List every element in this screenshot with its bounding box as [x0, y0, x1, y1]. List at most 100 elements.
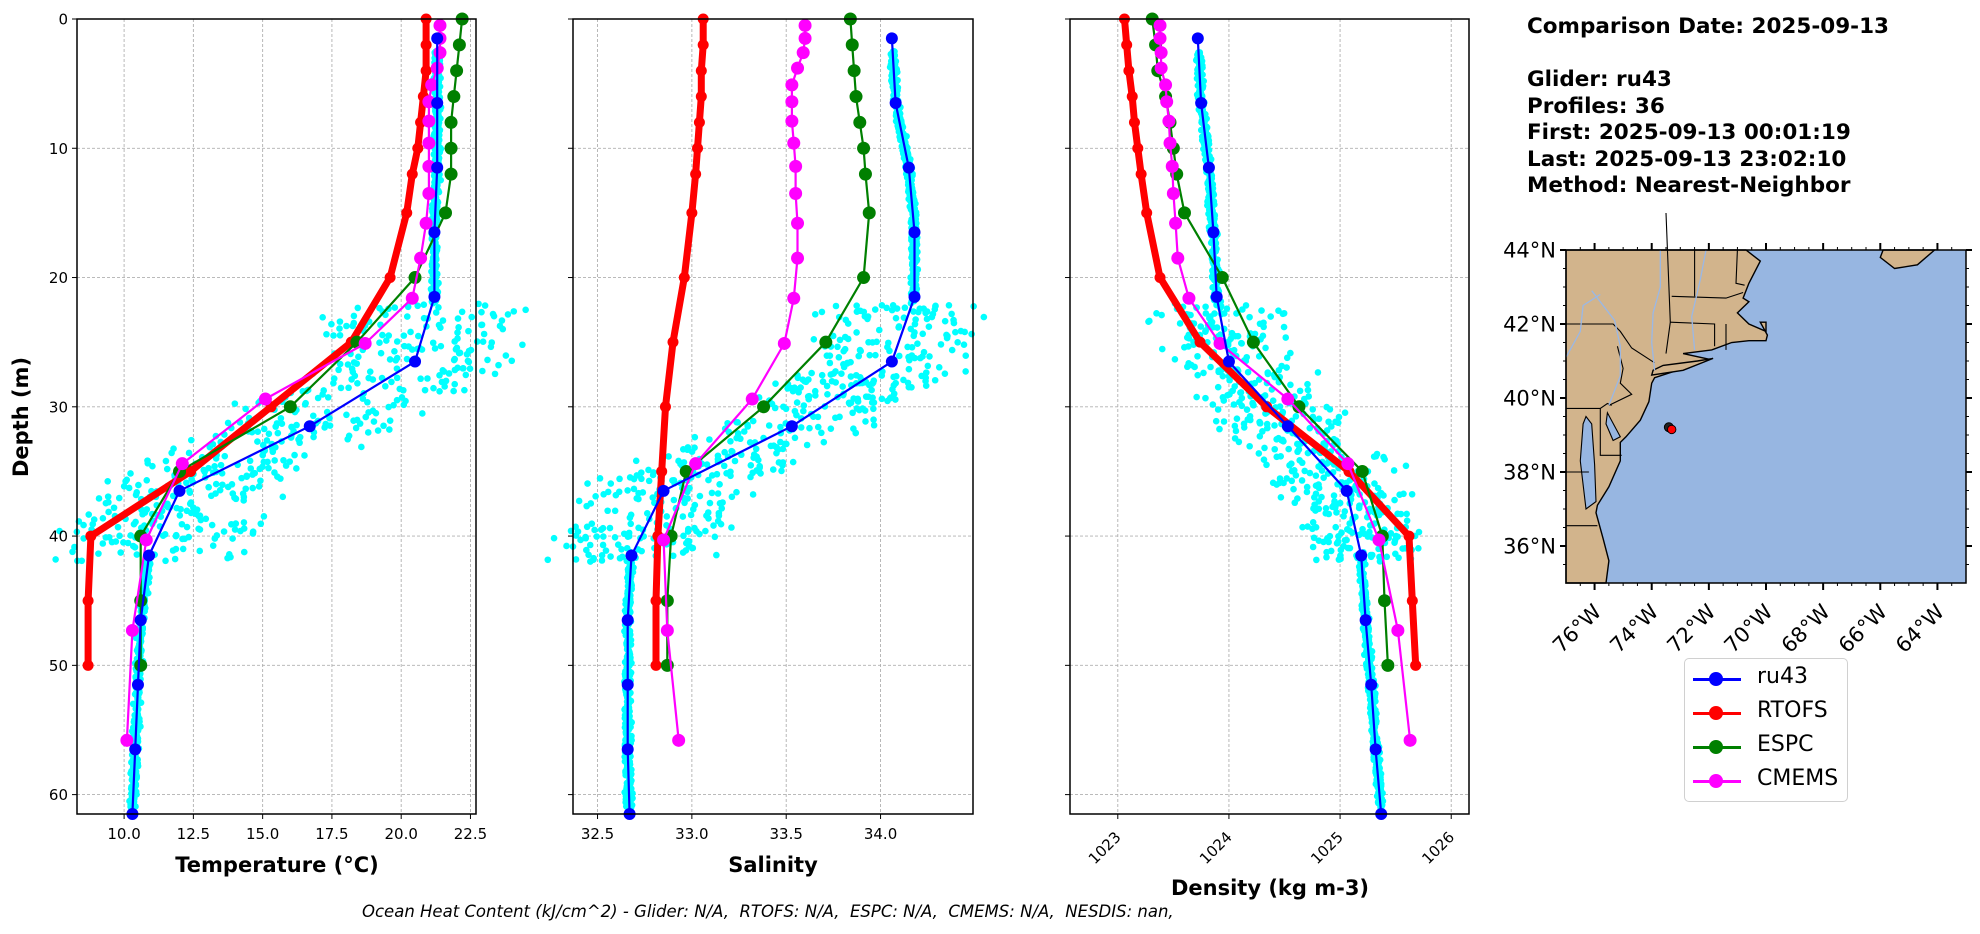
salinity-glider-point: [852, 371, 860, 379]
map-lat-label: 36°N: [1503, 535, 1556, 559]
density-cmems-point: [1154, 61, 1168, 75]
density-glider-point: [1399, 545, 1406, 552]
density-rtofs-point: [1123, 65, 1135, 77]
temperature-xtick-label: 12.5: [177, 825, 210, 843]
temperature-glider-point: [188, 475, 195, 483]
salinity-glider-point: [626, 474, 634, 481]
salinity-glider-point: [680, 532, 687, 540]
temperature-glider-point: [481, 302, 489, 309]
temperature-glider-point: [240, 493, 248, 501]
temperature-glider-point: [110, 504, 118, 512]
profile-count: Profiles: 36: [1527, 93, 1665, 119]
temperature-glider-point: [105, 498, 112, 506]
temperature-glider-point: [179, 545, 187, 553]
temperature-cmems-point: [139, 533, 153, 547]
salinity-glider-point: [604, 507, 611, 515]
density-glider-point: [1331, 504, 1339, 511]
density-glider-point: [1269, 397, 1277, 405]
temperature-series: [82, 12, 469, 820]
salinity-glider-point: [926, 353, 933, 360]
salinity-glider-point: [852, 429, 860, 437]
temperature-glider-point: [80, 521, 87, 529]
temperature-glider-point: [211, 463, 218, 470]
salinity-glider-point: [784, 385, 791, 392]
salinity-glider-point: [593, 533, 601, 540]
temperature-glider-point: [254, 438, 261, 445]
temperature-glider-point: [255, 483, 263, 490]
temperature-glider-point: [435, 321, 443, 329]
temperature-glider-point: [499, 325, 507, 333]
density-ru43-point: [1359, 614, 1372, 627]
depth-ytick-label: 60: [49, 786, 68, 804]
salinity-ru43-point: [889, 97, 902, 110]
density-glider-point: [1237, 389, 1244, 397]
density-espc-point: [1378, 594, 1392, 608]
temperature-glider-point: [224, 419, 232, 427]
temperature-glider-point: [407, 328, 414, 336]
salinity-glider-point: [912, 316, 919, 323]
temperature-glider-point: [450, 387, 457, 395]
salinity-glider-point: [872, 351, 879, 359]
temperature-glider-point: [228, 481, 236, 488]
temperature-xtick-label: 22.5: [454, 825, 487, 843]
temperature-glider-point: [202, 515, 210, 523]
salinity-glider-point: [728, 493, 736, 501]
density-espc-point: [1177, 206, 1191, 220]
salinity-glider-point: [598, 552, 606, 559]
temperature-glider-point: [336, 360, 344, 368]
density-glider-point: [1309, 543, 1317, 551]
salinity-ru43-point: [657, 484, 670, 497]
info-block: Comparison Date: 2025-09-13 Glider: ru43 P…: [1527, 14, 1889, 200]
temperature-glider-point: [69, 548, 76, 556]
density-glider-point: [1341, 508, 1349, 515]
salinity-glider-point: [905, 365, 913, 373]
salinity-glider-point: [627, 511, 635, 519]
temperature-glider-point: [240, 519, 248, 526]
temperature-glider-point: [454, 335, 461, 342]
first-profile-time: First: 2025-09-13 00:01:19: [1527, 120, 1851, 145]
density-glider-point: [1145, 318, 1152, 325]
salinity-espc-point: [862, 206, 876, 220]
map-lat-label: 42°N: [1503, 313, 1556, 337]
salinity-xtick-label: 32.5: [581, 825, 614, 843]
temperature-glider-point: [240, 525, 248, 532]
salinity-cmems-point: [789, 187, 803, 201]
temperature-glider-point: [374, 427, 382, 434]
density-glider-point: [1181, 344, 1188, 351]
salinity-glider-point: [868, 399, 876, 406]
temperature-glider-point: [102, 534, 110, 541]
depth-ylabel: Depth (m): [9, 357, 33, 477]
density-ru43-point: [1202, 161, 1215, 174]
temperature-glider-point: [320, 387, 328, 394]
temperature-glider-point: [260, 425, 268, 433]
density-ru43-point: [1210, 290, 1223, 303]
density-glider-point: [1224, 391, 1231, 399]
temperature-ru43-point: [143, 549, 156, 562]
salinity-glider-point: [895, 324, 902, 331]
temperature-rtofs-point: [185, 465, 197, 477]
density-glider-point: [1373, 450, 1381, 458]
legend-label-espc: ESPC: [1757, 732, 1814, 757]
temperature-ru43-line: [131, 38, 439, 815]
temperature-glider-point: [120, 539, 127, 546]
density-glider-point: [1383, 553, 1391, 561]
temperature-glider-point: [132, 491, 140, 499]
temperature-glider-point: [336, 325, 343, 332]
temperature-glider-point: [393, 354, 401, 362]
salinity-glider-point: [789, 458, 797, 466]
salinity-glider-point: [910, 308, 917, 315]
temperature-glider-point: [169, 547, 177, 554]
temperature-cmems-point: [414, 251, 428, 265]
temperature-glider-point: [247, 465, 255, 472]
density-glider-point: [1171, 355, 1179, 363]
legend: ru43 RTOFS ESPC CMEMS: [1684, 658, 1848, 802]
density-rtofs-point: [1410, 659, 1422, 671]
density-glider-point: [1220, 418, 1228, 425]
salinity-glider-point: [734, 419, 741, 426]
salinity-glider-point: [615, 488, 623, 496]
temperature-rtofs-point: [412, 142, 424, 154]
density-cmems-point: [1341, 457, 1355, 471]
salinity-glider-point: [870, 421, 878, 429]
temperature-glider-point: [231, 400, 239, 407]
density-ru43-point: [1222, 355, 1235, 368]
